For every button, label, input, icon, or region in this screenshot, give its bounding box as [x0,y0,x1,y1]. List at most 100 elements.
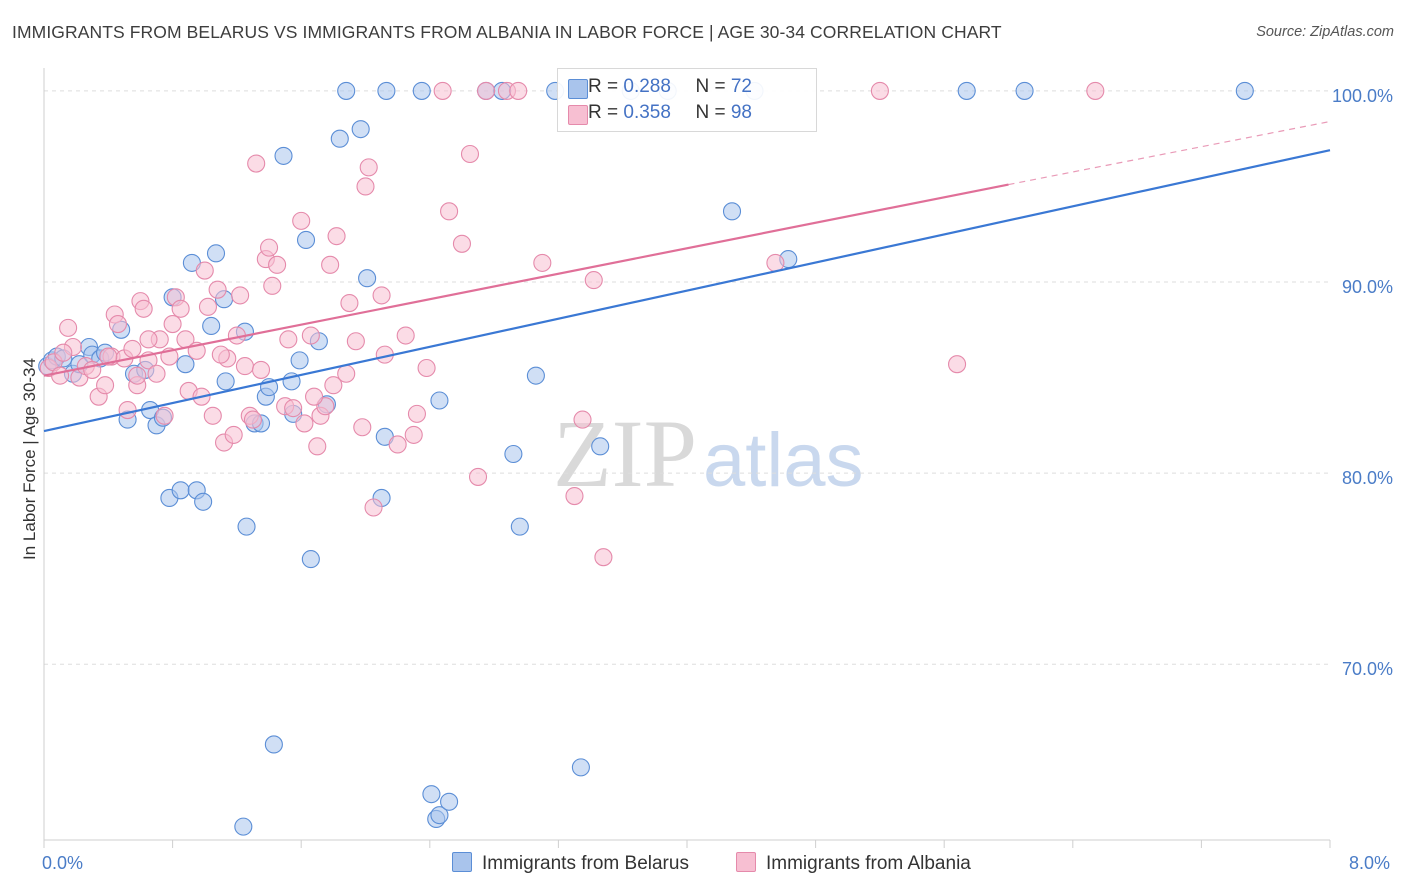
point-belarus-64 [591,437,610,456]
point-albania-46 [263,276,282,295]
point-belarus-19 [171,481,190,500]
x-tick-label-max: 8.0% [1349,853,1391,873]
point-albania-42 [247,154,266,173]
point-albania-34 [208,280,227,299]
source-label: Source: ZipAtlas.com [1256,24,1394,40]
point-belarus-54 [430,806,449,825]
legend-row-albania: R = 0.358 N = 98 [568,102,752,126]
legend-r-value-albania: 0.358 [623,102,671,123]
point-albania-95 [305,387,324,406]
legend-r-label: R = [588,102,624,123]
point-albania-73 [417,358,436,378]
point-albania-2 [51,366,70,385]
point-albania-50 [284,399,303,418]
point-albania-70 [396,326,415,345]
point-albania-14 [118,400,137,420]
point-albania-82 [533,253,552,272]
point-albania-94 [243,410,263,429]
point-belarus-35 [264,735,283,754]
point-belarus-23 [194,492,213,511]
point-albania-20 [147,364,166,383]
point-albania-74 [433,81,452,100]
point-belarus-46 [351,120,370,139]
point-albania-57 [321,255,340,274]
point-albania-91 [54,343,73,362]
point-albania-37 [224,425,243,444]
point-albania-39 [231,286,250,305]
point-belarus-70 [957,81,976,100]
legend-swatch-belarus [568,79,588,99]
point-belarus-59 [504,444,523,464]
point-belarus-45 [337,81,356,100]
trendline-albania [43,183,1009,377]
point-belarus-55 [430,391,449,410]
point-albania-69 [388,435,407,454]
bottom-legend-albania: Immigrants from Albania [736,852,971,875]
point-albania-61 [340,293,359,313]
point-albania-90 [766,253,785,272]
point-albania-75 [440,202,459,221]
chart-title: IMMIGRANTS FROM BELARUS VS IMMIGRANTS FR… [12,22,1002,42]
legend-r-value-belarus: 0.288 [623,76,671,97]
point-albania-67 [372,286,391,305]
point-belarus-61 [526,366,545,385]
point-albania-83 [565,486,584,506]
legend-n-value-albania: 98 [730,102,752,123]
point-albania-71 [404,425,423,444]
point-albania-86 [594,548,613,567]
point-belarus-63 [571,758,590,777]
point-albania-32 [198,297,218,316]
point-albania-47 [268,255,287,274]
point-belarus-36 [274,146,293,165]
point-albania-89 [1086,81,1105,100]
legend: R = 0.288 N = 72 R = 0.358 N = 98 [557,68,817,132]
point-belarus-20 [176,355,195,374]
point-belarus-40 [296,230,316,250]
point-albania-85 [584,271,603,290]
point-albania-63 [353,418,372,437]
point-albania-66 [364,498,383,517]
point-albania-43 [251,360,271,379]
legend-n-label: N = [695,102,731,123]
point-albania-12 [108,315,127,334]
point-belarus-51 [412,81,431,100]
point-belarus-44 [330,129,349,148]
y-tick-label-80: 80.0% [1341,468,1393,488]
point-albania-93 [211,345,230,364]
legend-n-label: N = [695,76,731,97]
point-belarus-30 [237,517,256,536]
point-belarus-39 [290,351,309,370]
point-albania-88 [948,355,967,374]
legend-r-label: R = [588,76,624,97]
y-tick-label-70: 70.0% [1341,659,1393,679]
point-belarus-28 [234,817,253,836]
point-albania-87 [870,81,889,100]
point-albania-24 [163,315,182,334]
point-belarus-56 [440,792,459,811]
point-belarus-60 [510,517,529,536]
point-albania-53 [301,326,320,345]
point-albania-62 [346,332,365,351]
point-albania-96 [99,347,118,366]
point-albania-65 [359,158,378,177]
trendline-albania-extension [1008,120,1331,186]
point-albania-33 [203,406,222,425]
watermark-atlas: atlas [703,418,864,503]
point-albania-64 [356,177,375,196]
point-belarus-71 [1015,81,1034,100]
point-albania-3 [59,318,78,337]
point-albania-81 [509,81,528,100]
legend-swatch-albania [568,105,588,125]
point-albania-52 [295,414,314,433]
bottom-legend-belarus: Immigrants from Belarus [452,852,689,875]
point-albania-31 [195,261,214,280]
point-albania-76 [452,234,472,253]
point-belarus-67 [722,202,742,221]
point-albania-40 [235,357,254,376]
point-albania-45 [259,238,279,257]
point-albania-60 [337,364,356,383]
point-albania-78 [468,467,488,486]
y-tick-label-100: 100.0% [1331,86,1393,106]
legend-n-value-belarus: 72 [730,76,752,97]
point-albania-72 [407,404,426,423]
